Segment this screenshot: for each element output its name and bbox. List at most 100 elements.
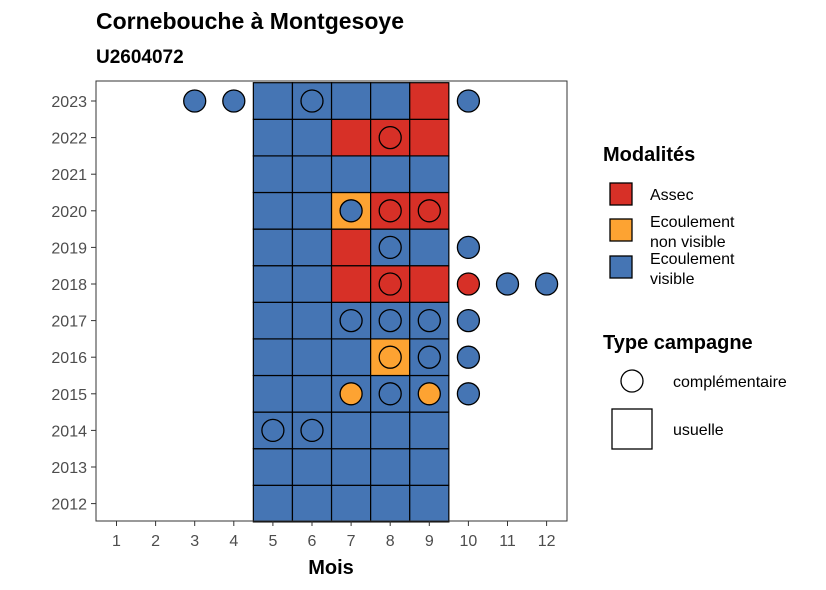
point-complementaire [339, 308, 363, 333]
tile-usuelle [370, 82, 411, 120]
tile-usuelle [409, 118, 450, 157]
point-complementaire [456, 345, 481, 369]
tile-usuelle [409, 484, 450, 523]
legend-key-swatch [609, 182, 633, 206]
tile-usuelle [409, 82, 450, 120]
tile-usuelle [330, 338, 372, 377]
y-tick-label: 2020 [51, 204, 87, 221]
y-tick-label: 2014 [51, 423, 87, 440]
chart-subtitle: U2604072 [96, 47, 184, 68]
point-complementaire [456, 89, 481, 113]
x-axis-title: Mois [308, 557, 354, 579]
tile-usuelle [291, 301, 333, 340]
point-complementaire [417, 345, 441, 369]
y-tick-label: 2017 [51, 314, 87, 331]
tile-usuelle [330, 228, 372, 267]
panel-border [95, 80, 568, 522]
tile-usuelle [252, 374, 294, 413]
x-tick-label: 4 [229, 533, 238, 550]
y-tick-label: 2013 [51, 460, 87, 477]
plot-area: 2012 2013 2014 2015 2016 2017 2018 2019 2020 2021… [51, 80, 568, 550]
tile-usuelle [252, 228, 294, 267]
tile-usuelle [370, 484, 411, 523]
legend-key-swatch [609, 218, 633, 242]
y-tick-label: 2012 [51, 497, 87, 514]
legend-shape-circle [620, 369, 644, 393]
tile-usuelle [291, 448, 333, 486]
x-tick-label: 1 [112, 533, 121, 550]
tile-usuelle [252, 155, 294, 194]
point-complementaire [300, 418, 324, 443]
point-complementaire [378, 382, 402, 406]
x-tick-label: 5 [268, 533, 277, 550]
point-complementaire [378, 272, 402, 296]
tile-usuelle [330, 155, 372, 194]
point-complementaire [456, 308, 481, 333]
x-tick-label: 11 [499, 533, 516, 550]
tile-usuelle [330, 411, 372, 450]
tile-usuelle [252, 191, 294, 230]
point-complementaire [339, 199, 363, 223]
tile-usuelle [291, 338, 333, 377]
tile-usuelle [370, 155, 411, 194]
legend-key-label: Ecoulement [650, 251, 735, 268]
x-tick-label: 3 [190, 533, 199, 550]
tile-usuelle [370, 448, 411, 486]
tile-usuelle [409, 265, 450, 303]
point-complementaire [456, 272, 481, 296]
x-tick-label: 8 [386, 533, 395, 550]
y-tick-label: 2016 [51, 350, 87, 367]
point-complementaire [378, 199, 402, 223]
legend-shape-label: complémentaire [673, 374, 787, 391]
point-complementaire [339, 382, 363, 406]
point-complementaire [378, 345, 402, 369]
tile-usuelle [330, 118, 372, 157]
tile-usuelle [409, 155, 450, 194]
point-complementaire [534, 272, 559, 296]
x-tick-label: 10 [460, 533, 478, 550]
y-tick-label: 2021 [51, 167, 87, 184]
point-complementaire [378, 125, 402, 150]
point-complementaire [222, 89, 246, 113]
point-complementaire [300, 89, 324, 113]
tile-usuelle [409, 411, 450, 450]
tile-usuelle [252, 338, 294, 377]
tile-usuelle [330, 265, 372, 303]
tile-usuelle [252, 448, 294, 486]
chart-title: Cornebouche à Montgesoye [96, 8, 404, 34]
x-tick-label: 6 [308, 533, 317, 550]
tile-usuelle [252, 301, 294, 340]
y-tick-label: 2015 [51, 387, 87, 404]
tile-usuelle [409, 448, 450, 486]
tile-usuelle [291, 155, 333, 194]
legend-key-swatch [609, 255, 633, 279]
y-tick-label: 2018 [51, 277, 87, 294]
legend-fill-title: Modalités [603, 144, 695, 166]
y-tick-label: 2023 [51, 94, 87, 111]
tile-usuelle [330, 484, 372, 523]
tile-usuelle [291, 228, 333, 267]
tile-usuelle [252, 265, 294, 303]
tile-usuelle [252, 118, 294, 157]
tile-usuelle [252, 82, 294, 120]
tile-usuelle [291, 265, 333, 303]
point-complementaire [456, 382, 481, 406]
legend-key-label: Assec [650, 187, 694, 204]
y-tick-label: 2022 [51, 131, 87, 148]
tile-usuelle [291, 118, 333, 157]
y-tick-label: 2019 [51, 240, 87, 257]
point-complementaire [417, 199, 441, 223]
tile-usuelle [291, 484, 333, 523]
tile-usuelle [291, 191, 333, 230]
tile-usuelle [330, 448, 372, 486]
legend-shape-square [611, 408, 653, 450]
tile-usuelle [370, 411, 411, 450]
point-complementaire [417, 382, 441, 406]
tile-usuelle [409, 228, 450, 267]
point-complementaire [183, 89, 207, 113]
point-complementaire [378, 308, 402, 333]
legend-key-label: non visible [650, 234, 726, 251]
x-tick-label: 12 [538, 533, 556, 550]
